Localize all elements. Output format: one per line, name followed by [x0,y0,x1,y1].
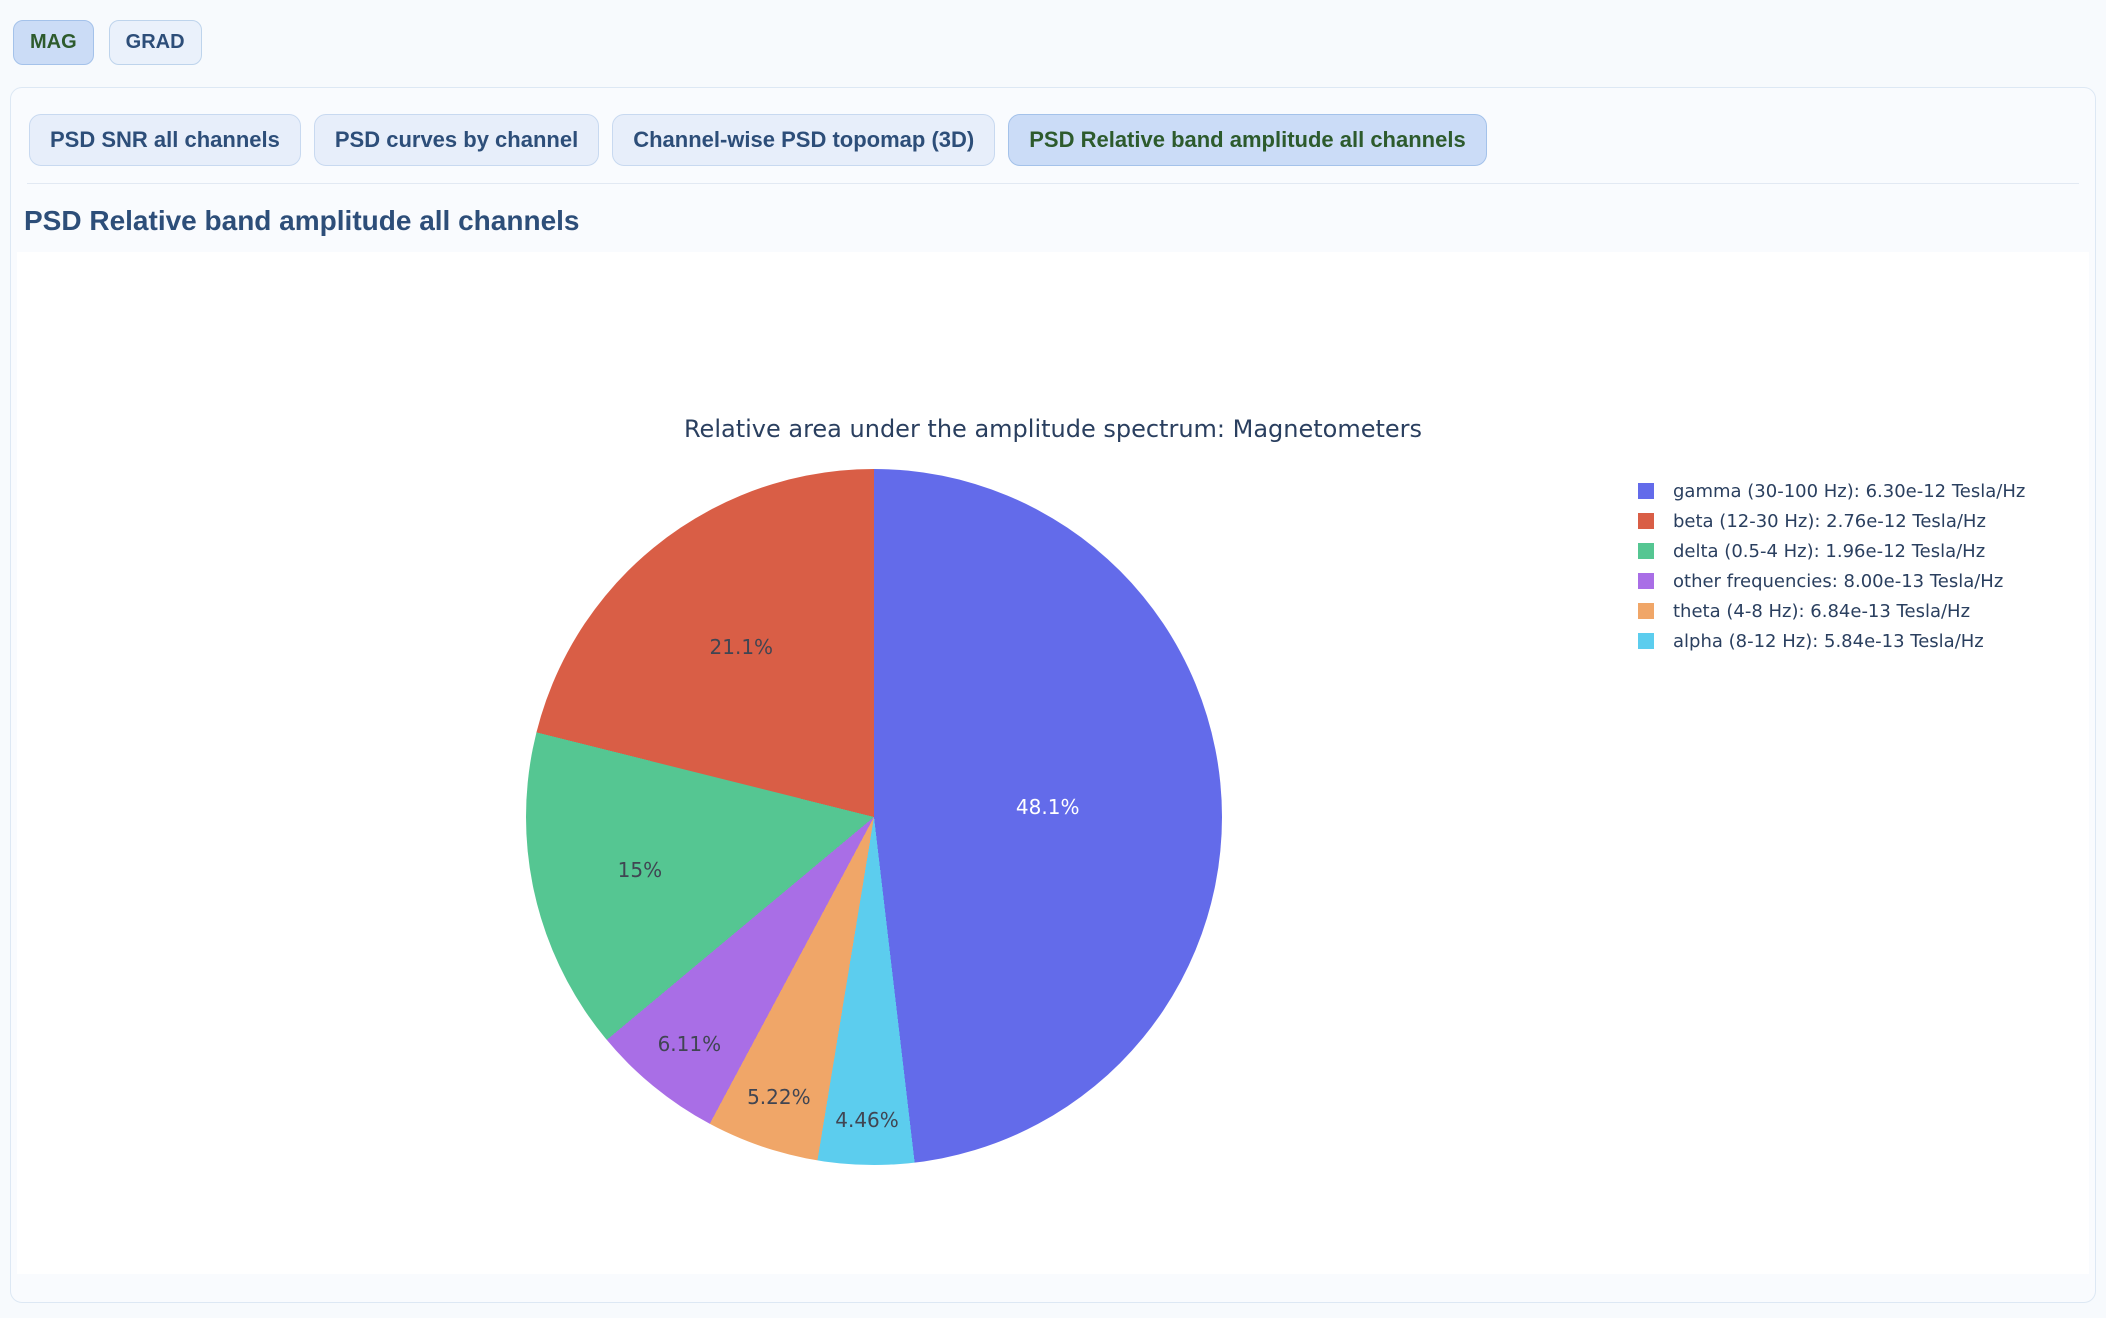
pie-label-other: 6.11% [657,1031,722,1056]
legend-swatch-beta [1638,513,1654,529]
tabs-divider [27,183,2079,184]
legend-item-delta[interactable]: delta (0.5-4 Hz): 1.96e-12 Tesla/Hz [1638,536,2025,566]
legend-label: other frequencies: 8.00e-13 Tesla/Hz [1673,570,2004,592]
pie-label-gamma: 48.1% [1015,794,1080,819]
psd-report-card: PSD SNR all channels PSD curves by chann… [10,87,2096,1303]
tab-psd-relative-band-amplitude[interactable]: PSD Relative band amplitude all channels [1008,114,1487,166]
legend-label: alpha (8-12 Hz): 5.84e-13 Tesla/Hz [1673,630,1984,652]
pie-chart[interactable] [526,469,1222,1165]
pie-chart-panel: Relative area under the amplitude spectr… [17,252,2089,1274]
legend-label: delta (0.5-4 Hz): 1.96e-12 Tesla/Hz [1673,540,1986,562]
tab-grad[interactable]: GRAD [108,20,202,65]
chart-title: Relative area under the amplitude spectr… [683,415,1423,443]
tab-channel-wise-psd-topomap-3d[interactable]: Channel-wise PSD topomap (3D) [612,114,996,166]
chart-legend: gamma (30-100 Hz): 6.30e-12 Tesla/Hz bet… [1638,476,2025,656]
legend-swatch-theta [1638,603,1654,619]
psd-view-tabs: PSD SNR all channels PSD curves by chann… [11,88,2095,183]
legend-label: gamma (30-100 Hz): 6.30e-12 Tesla/Hz [1673,480,2026,502]
legend-label: beta (12-30 Hz): 2.76e-12 Tesla/Hz [1673,510,1986,532]
legend-swatch-alpha [1638,633,1654,649]
legend-swatch-other [1638,573,1654,589]
legend-swatch-delta [1638,543,1654,559]
pie-label-delta: 15% [617,858,663,883]
sensor-type-tabs: MAG GRAD [0,0,2106,65]
legend-label: theta (4-8 Hz): 6.84e-13 Tesla/Hz [1673,600,1971,622]
legend-item-alpha[interactable]: alpha (8-12 Hz): 5.84e-13 Tesla/Hz [1638,626,2025,656]
tab-mag[interactable]: MAG [13,20,94,65]
legend-item-other[interactable]: other frequencies: 8.00e-13 Tesla/Hz [1638,566,2025,596]
legend-swatch-gamma [1638,483,1654,499]
legend-item-gamma[interactable]: gamma (30-100 Hz): 6.30e-12 Tesla/Hz [1638,476,2025,506]
tab-psd-snr-all-channels[interactable]: PSD SNR all channels [29,114,301,166]
pie-label-beta: 21.1% [709,634,774,659]
legend-item-theta[interactable]: theta (4-8 Hz): 6.84e-13 Tesla/Hz [1638,596,2025,626]
pie-label-theta: 5.22% [747,1085,811,1110]
pie-label-alpha: 4.46% [835,1107,899,1132]
legend-item-beta[interactable]: beta (12-30 Hz): 2.76e-12 Tesla/Hz [1638,506,2025,536]
tab-psd-curves-by-channel[interactable]: PSD curves by channel [313,114,600,166]
section-heading: PSD Relative band amplitude all channels [24,205,580,236]
